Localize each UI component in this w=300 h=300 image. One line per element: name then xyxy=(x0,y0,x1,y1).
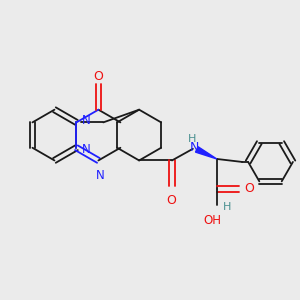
Text: O: O xyxy=(244,182,254,195)
Text: O: O xyxy=(167,194,176,207)
Text: N: N xyxy=(95,169,104,182)
Text: H: H xyxy=(188,134,196,144)
Polygon shape xyxy=(196,147,217,159)
Text: N: N xyxy=(190,141,199,154)
Text: N: N xyxy=(82,114,91,128)
Text: O: O xyxy=(94,70,103,83)
Text: N: N xyxy=(82,143,91,156)
Text: H: H xyxy=(223,202,231,212)
Text: OH: OH xyxy=(203,214,221,226)
